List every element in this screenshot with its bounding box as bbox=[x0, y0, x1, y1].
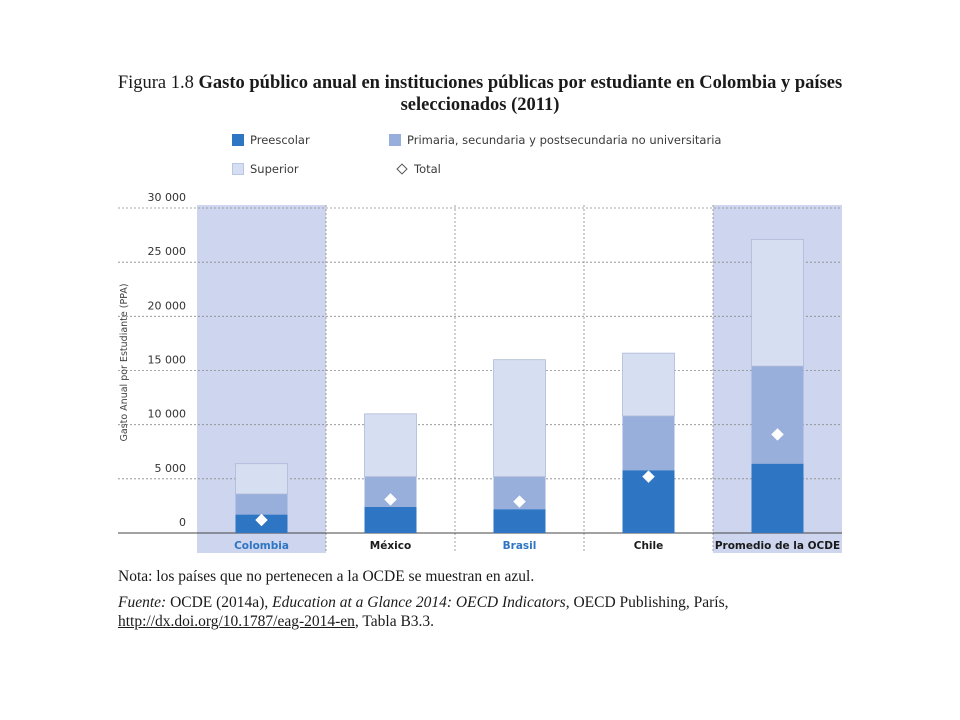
bar-segment-superior bbox=[493, 359, 546, 478]
total-marker bbox=[771, 428, 784, 441]
x-tick-label: Promedio de la OCDE bbox=[715, 540, 840, 552]
bar-segment-superior bbox=[235, 463, 288, 495]
bar-segment-primaria bbox=[235, 494, 288, 515]
legend-label-primaria: Primaria, secundaria y postsecundaria no… bbox=[407, 133, 722, 147]
legend-item-preescolar: Preescolar bbox=[232, 133, 310, 147]
figure-title: Figura 1.8 Gasto público anual en instit… bbox=[110, 72, 850, 116]
bar-segment-primaria bbox=[751, 366, 804, 464]
bar-segment-preescolar bbox=[751, 463, 804, 533]
legend-label-preescolar: Preescolar bbox=[250, 133, 310, 147]
x-tick-label: México bbox=[370, 540, 411, 552]
source-label: Fuente: bbox=[118, 594, 167, 611]
legend-label-total: Total bbox=[414, 162, 441, 176]
bar-segment-preescolar bbox=[364, 507, 417, 533]
y-tick-label: 10 000 bbox=[148, 408, 187, 421]
x-tick-label: Colombia bbox=[234, 540, 289, 552]
note-text: Nota: los países que no pertenecen a la … bbox=[118, 568, 535, 585]
total-marker bbox=[384, 493, 397, 506]
legend-label-superior: Superior bbox=[250, 162, 299, 176]
total-marker bbox=[255, 513, 268, 527]
bar-segment-superior bbox=[364, 413, 417, 478]
y-tick-label: 25 000 bbox=[148, 245, 187, 258]
source-text: Fuente: OCDE (2014a), Education at a Gla… bbox=[118, 593, 858, 631]
source-publisher: , OECD Publishing, París, bbox=[565, 594, 729, 611]
y-axis-title: Gasto Anual por Estudiante (PPA) bbox=[119, 283, 130, 441]
y-tick-label: 30 000 bbox=[148, 191, 187, 204]
legend-swatch-superior bbox=[232, 163, 244, 175]
legend-swatch-primaria bbox=[389, 134, 401, 146]
bar-segment-superior bbox=[622, 352, 675, 417]
chart-legend: Preescolar Primaria, secundaria y postse… bbox=[232, 133, 832, 181]
figure-title-text: Gasto público anual en instituciones púb… bbox=[198, 73, 843, 115]
source-table: , Tabla B3.3. bbox=[354, 613, 435, 630]
bar-segment-primaria bbox=[622, 416, 675, 471]
source-title: Education at a Glance 2014: OECD Indicat… bbox=[272, 594, 566, 611]
y-tick-label: 15 000 bbox=[148, 354, 187, 367]
legend-item-superior: Superior bbox=[232, 162, 299, 176]
total-marker bbox=[642, 470, 655, 484]
bar-segment-preescolar bbox=[493, 509, 546, 533]
x-tick-label: Chile bbox=[634, 540, 664, 552]
figure-number: Figura 1.8 bbox=[117, 73, 194, 93]
footnotes: Nota: los países que no pertenecen a la … bbox=[118, 567, 858, 638]
legend-swatch-preescolar bbox=[232, 134, 244, 146]
y-tick-label: 5 000 bbox=[155, 462, 187, 475]
y-tick-label: 0 bbox=[179, 516, 186, 529]
bar-segment-superior bbox=[751, 239, 804, 367]
x-tick-label: Brasil bbox=[503, 540, 537, 552]
source-link[interactable]: http://dx.doi.org/10.1787/eag-2014-en bbox=[118, 613, 355, 630]
legend-item-primaria: Primaria, secundaria y postsecundaria no… bbox=[389, 133, 721, 147]
legend-item-total: Total bbox=[395, 162, 441, 176]
total-marker bbox=[513, 495, 526, 508]
y-tick-label: 20 000 bbox=[148, 299, 187, 312]
source-author: OCDE (2014a), bbox=[166, 594, 273, 611]
